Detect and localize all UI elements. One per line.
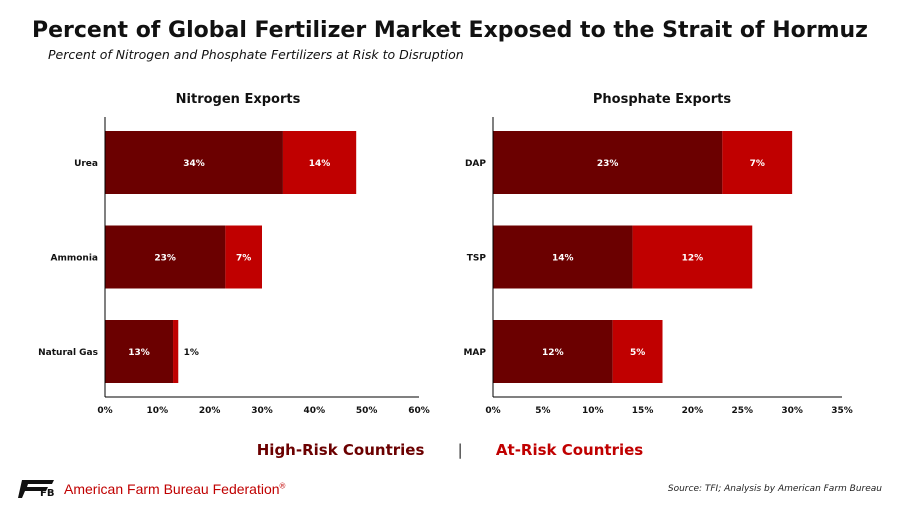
chart-2-bar-dap-at-risk — [722, 131, 793, 194]
org-name: American Farm Bureau Federation® — [64, 481, 285, 497]
chart-2-bar-map-at-risk — [612, 320, 663, 383]
footer-logo: FB American Farm Bureau Federation® — [18, 478, 285, 500]
chart-1-data-label: 34% — [183, 159, 205, 169]
chart-1-bar-urea-at-risk — [282, 131, 357, 194]
chart-subtitle: Percent of Nitrogen and Phosphate Fertil… — [48, 47, 464, 62]
chart-2-x-tick-label: 15% — [632, 406, 654, 416]
chart-2-data-label: 14% — [552, 254, 574, 264]
chart-1-data-label: 7% — [236, 254, 251, 264]
chart-1-data-label: 1% — [184, 348, 199, 358]
chart-1-bar-natural-gas-high-risk — [105, 320, 174, 383]
chart-1-category-label: Ammonia — [51, 254, 98, 264]
chart-2-x-tick-label: 5% — [535, 406, 550, 416]
chart-1-title: Nitrogen Exports — [176, 92, 301, 107]
chart-2-x-tick-label: 0% — [485, 406, 500, 416]
chart-2-data-label: 12% — [542, 348, 564, 358]
chart-2-bar-map-high-risk — [493, 320, 613, 383]
chart-2-data-label: 7% — [750, 159, 765, 169]
chart-2-category-label: DAP — [465, 159, 486, 169]
legend-high-risk: High-Risk Countries — [256, 441, 425, 459]
chart-2-x-tick-label: 30% — [781, 406, 803, 416]
chart-1-x-tick-label: 10% — [147, 406, 169, 416]
chart-1-data-label: 13% — [128, 348, 150, 358]
chart-1-x-tick-label: 40% — [304, 406, 326, 416]
chart-1-data-label: 14% — [309, 159, 331, 169]
chart-1-category-label: Urea — [74, 159, 98, 169]
chart-2-bar-dap-high-risk — [493, 131, 723, 194]
chart-2-x-tick-label: 25% — [732, 406, 754, 416]
chart-1-bar-natural-gas-at-risk — [173, 320, 179, 383]
source-note: Source: TFI; Analysis by American Farm B… — [667, 484, 882, 494]
chart-2-x-tick-label: 20% — [682, 406, 704, 416]
chart-1-x-tick-label: 20% — [199, 406, 221, 416]
chart-2-data-label: 12% — [682, 254, 704, 264]
chart-2-title: Phosphate Exports — [593, 92, 731, 107]
chart-2-data-label: 5% — [630, 348, 645, 358]
chart-2-bar-tsp-at-risk — [632, 225, 753, 289]
chart-1-data-label: 23% — [154, 254, 176, 264]
chart-2-data-label: 23% — [597, 159, 619, 169]
chart-1-category-label: Natural Gas — [38, 348, 98, 358]
fb-logo-icon: FB — [18, 480, 54, 498]
legend-at-risk: At-Risk Countries — [495, 441, 644, 459]
chart-1-x-tick-label: 50% — [356, 406, 378, 416]
chart-2-x-tick-label: 35% — [831, 406, 853, 416]
chart-1-x-tick-label: 0% — [97, 406, 112, 416]
org-name-text: American Farm Bureau Federation — [64, 481, 280, 497]
legend: High-Risk Countries | At-Risk Countries — [0, 441, 900, 459]
chart-2-x-tick-label: 10% — [582, 406, 604, 416]
chart-1-bar-ammonia-high-risk — [105, 225, 226, 289]
chart-title: Percent of Global Fertilizer Market Expo… — [32, 18, 868, 43]
chart-1-bar-ammonia-at-risk — [225, 225, 262, 289]
chart-1-x-tick-label: 60% — [408, 406, 430, 416]
chart-2-category-label: MAP — [463, 348, 486, 358]
legend-separator: | — [457, 441, 463, 459]
chart-1-x-tick-label: 30% — [251, 406, 273, 416]
org-registered-mark: ® — [279, 481, 286, 491]
chart-1-bar-urea-high-risk — [105, 131, 283, 194]
logo-letters: FB — [40, 488, 54, 498]
chart-2-category-label: TSP — [467, 254, 487, 264]
chart-2-bar-tsp-high-risk — [493, 225, 633, 289]
